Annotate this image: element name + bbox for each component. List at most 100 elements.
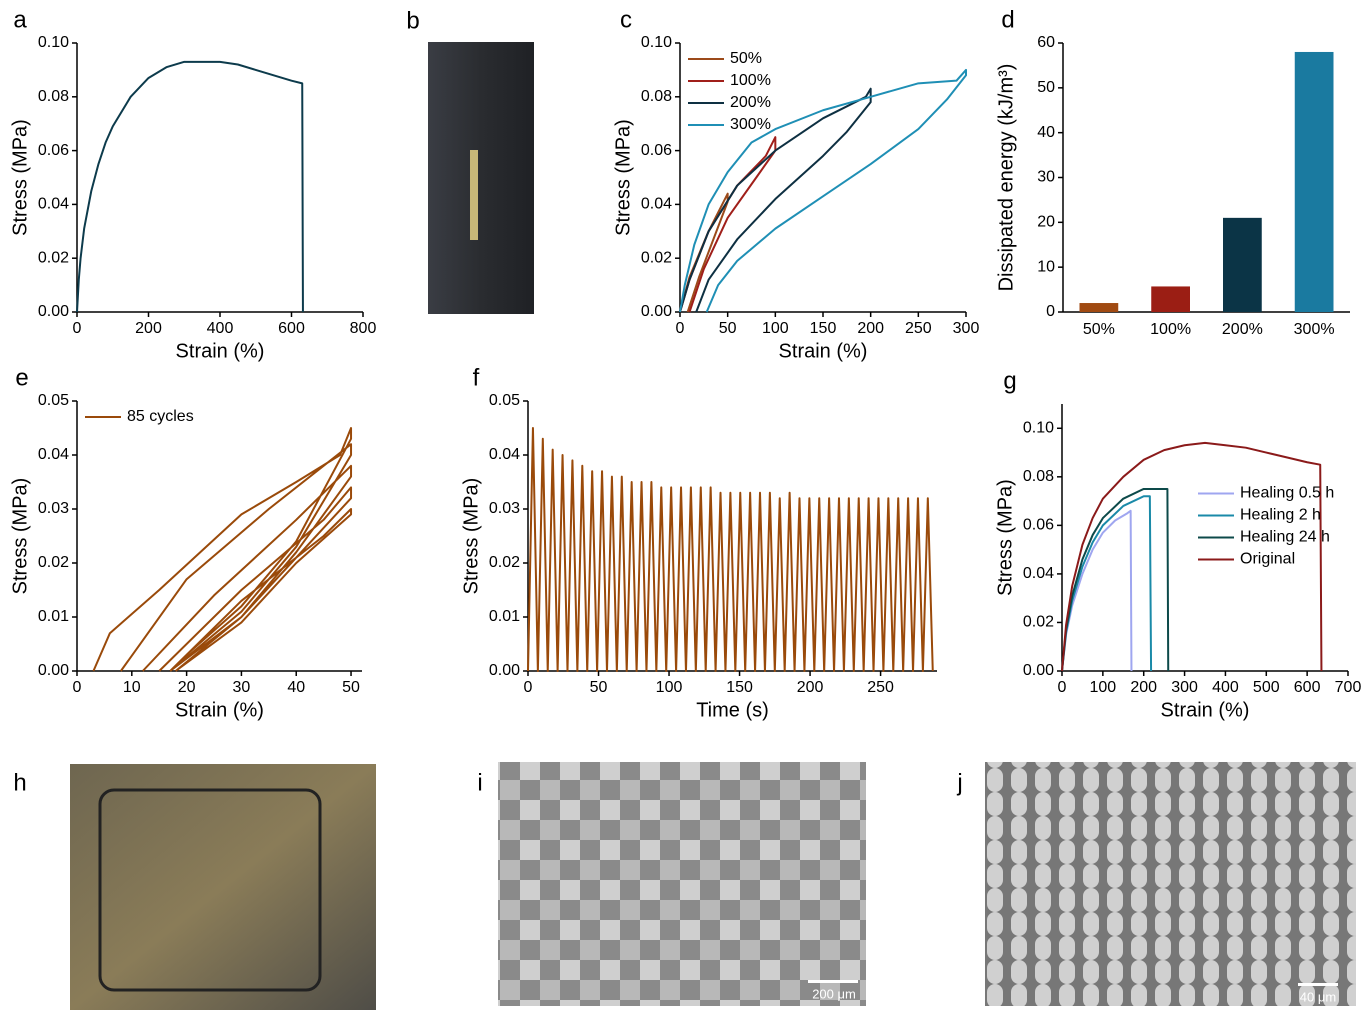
legend-label: 85 cycles [127, 408, 194, 425]
legend-label: Healing 0.5 h [1240, 485, 1334, 502]
x-tick-label: 0 [676, 320, 685, 337]
y-tick-label: 0.02 [38, 249, 69, 266]
y-tick-label: 0.00 [38, 303, 69, 320]
sem-image [498, 762, 866, 1006]
y-tick-label: 0.10 [641, 34, 672, 51]
x-tick-label: 200% [1222, 321, 1263, 338]
y-tick-label: 40 [1037, 124, 1055, 141]
y-tick-label: 0.02 [641, 249, 672, 266]
legend-label: 300% [730, 116, 771, 133]
y-tick-label: 60 [1037, 34, 1055, 51]
panel-letter: i [477, 769, 482, 796]
y-tick-label: 0.00 [641, 303, 672, 320]
panel-letter: a [13, 6, 27, 33]
y-tick-label: 0.03 [489, 500, 520, 517]
y-axis-title: Stress (MPa) [9, 119, 31, 236]
x-tick-label: 150 [810, 320, 837, 337]
data-line [92, 427, 353, 672]
y-tick-label: 0.04 [641, 196, 672, 213]
x-tick-label: 20 [178, 679, 196, 696]
y-tick-label: 0.06 [38, 142, 69, 159]
y-tick-label: 10 [1037, 258, 1055, 275]
x-axis-title: Strain (%) [1161, 699, 1250, 721]
x-tick-label: 500 [1253, 679, 1280, 696]
y-tick-label: 0.00 [489, 662, 520, 679]
panel-letter: c [620, 6, 632, 33]
legend-label: 50% [730, 50, 762, 67]
x-tick-label: 600 [1294, 679, 1321, 696]
x-tick-label: 0 [73, 679, 82, 696]
y-tick-label: 0.04 [489, 446, 520, 463]
y-tick-label: 0.05 [38, 392, 69, 409]
y-axis-title: Stress (MPa) [460, 478, 482, 595]
data-line [1061, 441, 1323, 672]
y-tick-label: 0.01 [38, 608, 69, 625]
photo-sample [470, 150, 478, 240]
y-tick-label: 0.10 [1023, 419, 1054, 436]
y-tick-label: 0.02 [38, 554, 69, 571]
y-tick-label: 0 [1046, 303, 1055, 320]
x-tick-label: 300 [953, 320, 980, 337]
legend-label: Healing 24 h [1240, 529, 1330, 546]
x-tick-label: 400 [207, 320, 234, 337]
x-tick-label: 800 [350, 320, 377, 337]
bar [1151, 286, 1190, 312]
panel-letter: b [406, 7, 419, 34]
panel-letter: d [1001, 6, 1014, 33]
y-tick-label: 0.00 [38, 662, 69, 679]
y-tick-label: 0.04 [38, 446, 69, 463]
y-axis-title: Dissipated energy (kJ/m³) [995, 64, 1017, 292]
panel-letter: f [473, 364, 480, 391]
x-axis-title: Time (s) [696, 699, 769, 721]
y-axis-title: Stress (MPa) [994, 479, 1016, 596]
x-tick-label: 100 [1090, 679, 1117, 696]
bar [1223, 217, 1262, 312]
panel-letter: g [1003, 367, 1016, 394]
y-tick-label: 0.08 [1023, 468, 1054, 485]
x-tick-label: 200 [797, 679, 824, 696]
x-tick-label: 100 [656, 679, 683, 696]
scale-bar [808, 980, 858, 983]
x-tick-label: 40 [287, 679, 305, 696]
y-tick-label: 0.04 [1023, 565, 1054, 582]
y-tick-label: 0.08 [38, 88, 69, 105]
x-tick-label: 600 [278, 320, 305, 337]
x-tick-label: 50 [590, 679, 608, 696]
x-tick-label: 300% [1294, 321, 1335, 338]
y-tick-label: 30 [1037, 169, 1055, 186]
legend-label: 200% [730, 94, 771, 111]
bar [1294, 51, 1334, 312]
x-tick-label: 0 [73, 320, 82, 337]
data-line [76, 60, 304, 313]
y-tick-label: 50 [1037, 79, 1055, 96]
scale-bar [1298, 983, 1338, 986]
x-tick-label: 400 [1212, 679, 1239, 696]
y-tick-label: 0.01 [489, 608, 520, 625]
x-tick-label: 50% [1083, 321, 1115, 338]
x-tick-label: 50 [719, 320, 737, 337]
x-tick-label: 0 [524, 679, 533, 696]
panel-letter: j [956, 769, 962, 796]
x-tick-label: 0 [1058, 679, 1067, 696]
x-tick-label: 700 [1335, 679, 1362, 696]
data-line [679, 87, 872, 313]
data-line [1061, 487, 1170, 672]
scale-bar-label: 40 μm [1300, 989, 1336, 1004]
y-tick-label: 0.06 [1023, 517, 1054, 534]
x-tick-label: 200 [857, 320, 884, 337]
x-tick-label: 10 [123, 679, 141, 696]
x-axis-title: Strain (%) [176, 340, 265, 362]
y-tick-label: 0.02 [1023, 614, 1054, 631]
y-axis-title: Stress (MPa) [612, 119, 634, 236]
photo-stitch [98, 788, 322, 992]
x-tick-label: 150 [726, 679, 753, 696]
legend-label: 100% [730, 72, 771, 89]
y-axis-title: Stress (MPa) [9, 478, 31, 595]
data-line [527, 427, 934, 672]
panel-letter: e [15, 364, 28, 391]
x-tick-label: 200 [1130, 679, 1157, 696]
legend-label: Healing 2 h [1240, 507, 1321, 524]
y-tick-label: 0.04 [38, 196, 69, 213]
x-axis-title: Strain (%) [175, 699, 264, 721]
